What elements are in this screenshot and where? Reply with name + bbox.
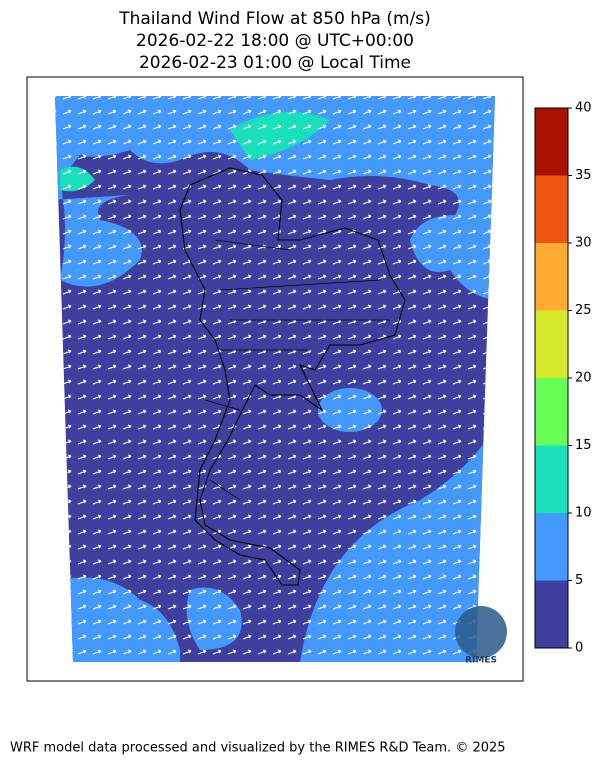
colorbar: 0 5 10 15 20 25 30 35 40 <box>534 101 592 656</box>
colorbar-tick-label: 5 <box>575 573 583 588</box>
colorbar-bin <box>535 445 568 513</box>
subtitle: 2026-02-22 18:00 @ UTC+00:00 <box>136 31 414 51</box>
colorbar-bin <box>535 243 568 311</box>
logo-mark <box>455 606 507 658</box>
colorbar-bin <box>535 310 568 378</box>
colorbar-tick-label: 15 <box>575 438 592 453</box>
map-frame <box>26 76 524 682</box>
wind-arrows <box>55 96 495 662</box>
province-borders <box>204 239 390 501</box>
subtitle: 2026-02-23 01:00 @ Local Time <box>139 53 411 73</box>
colorbar-tick-label: 0 <box>575 641 583 656</box>
colorbar-tick-label: 40 <box>575 101 592 116</box>
colorbar-tick-label: 20 <box>575 371 592 386</box>
title: Thailand Wind Flow at 850 hPa (m/s) <box>118 9 431 29</box>
colorbar-bin <box>535 175 568 243</box>
colorbar-bin <box>535 378 568 446</box>
colorbar-bin <box>535 580 568 648</box>
footer: WRF model data processed and visualized … <box>10 741 506 756</box>
colorbar-tick-label: 10 <box>575 506 592 521</box>
colorbar-tick-label: 35 <box>575 168 592 183</box>
logo-text: RIMES <box>465 656 497 666</box>
colorbar-bin <box>535 108 568 176</box>
colorbar-tick-label: 25 <box>575 303 592 318</box>
wind-field <box>55 96 495 662</box>
colorbar-tick-label: 30 <box>575 236 592 251</box>
colorbar-bin <box>535 513 568 581</box>
thailand-outline <box>179 167 406 586</box>
